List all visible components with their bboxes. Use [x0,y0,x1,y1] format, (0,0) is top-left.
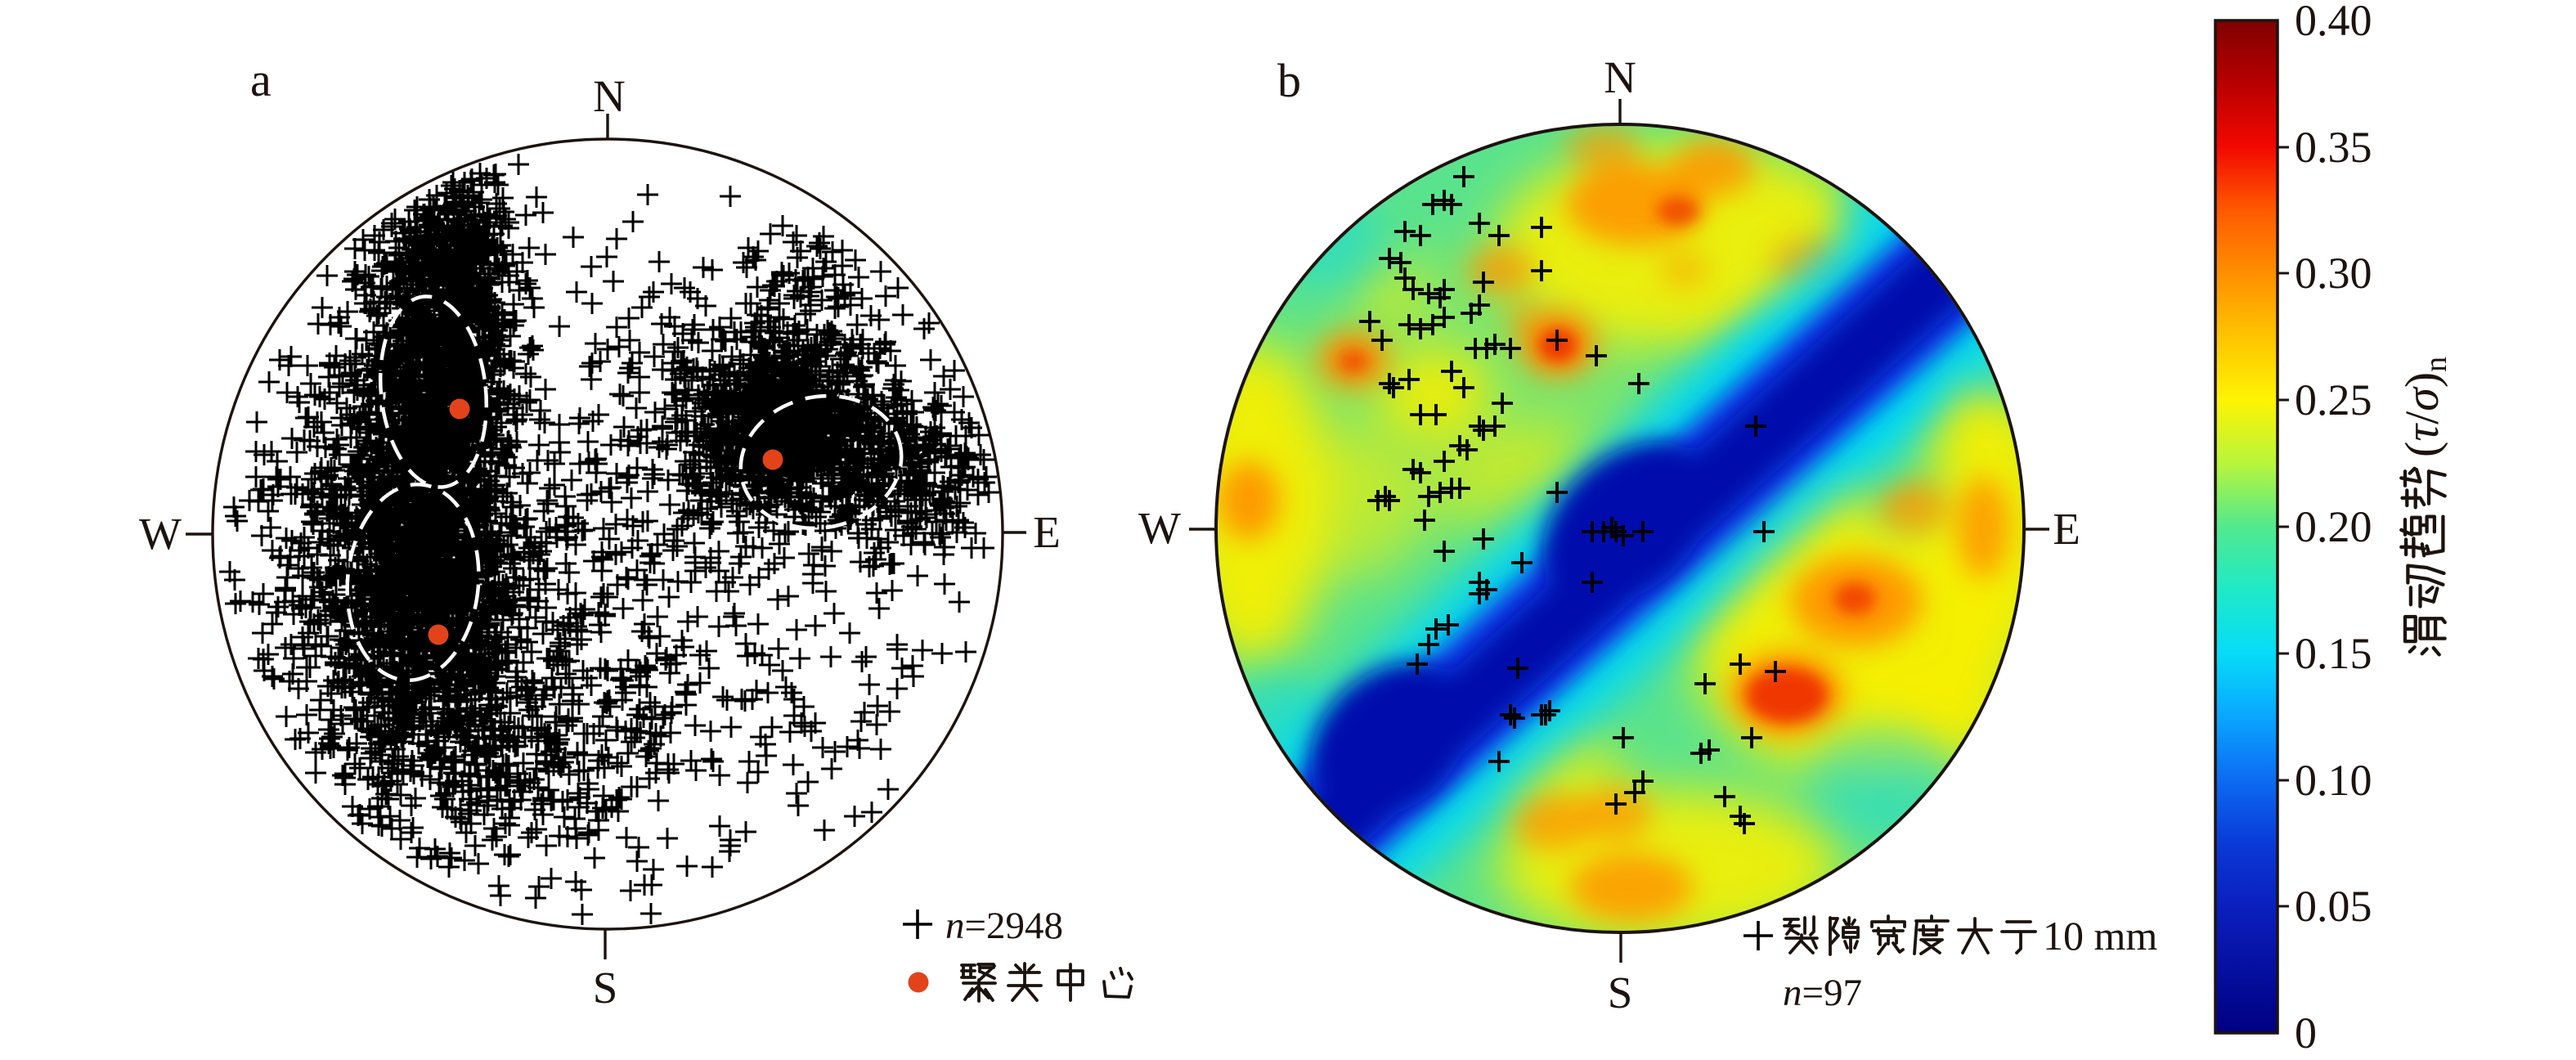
svg-text:E: E [2053,504,2080,554]
svg-text:n=2948: n=2948 [945,905,1063,947]
svg-text:S: S [593,963,618,1013]
svg-text:a: a [250,53,272,106]
svg-text:10 mm: 10 mm [2043,913,2157,959]
svg-text:W: W [139,509,182,559]
svg-text:0.15: 0.15 [2295,629,2372,678]
svg-text:S: S [1608,968,1633,1017]
svg-text:0.30: 0.30 [2295,249,2372,298]
svg-text:0.20: 0.20 [2295,502,2372,551]
svg-text:N: N [1604,52,1636,102]
svg-text:0: 0 [2295,1008,2317,1058]
svg-text:(τ/σ)n: (τ/σ)n [2395,357,2453,457]
svg-text:E: E [1033,507,1061,557]
svg-text:0.35: 0.35 [2295,123,2372,172]
svg-text:b: b [1277,54,1301,107]
svg-text:0.05: 0.05 [2295,882,2372,931]
svg-text:0.25: 0.25 [2295,375,2372,424]
svg-text:n=97: n=97 [1783,972,1862,1014]
svg-text:0.40: 0.40 [2295,0,2372,45]
svg-text:W: W [1138,503,1181,553]
svg-text:0.10: 0.10 [2295,756,2372,805]
svg-text:N: N [593,71,626,121]
